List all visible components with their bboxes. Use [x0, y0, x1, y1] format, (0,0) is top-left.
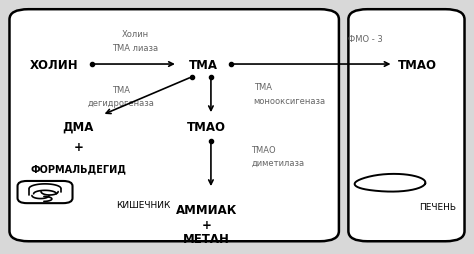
FancyBboxPatch shape: [348, 10, 465, 241]
Text: диметилаза: диметилаза: [251, 158, 304, 167]
Text: +: +: [201, 218, 211, 231]
Text: дегидрогеназа: дегидрогеназа: [87, 98, 155, 107]
Text: ТМАО: ТМАО: [251, 145, 276, 154]
Text: ТМА: ТМА: [112, 86, 130, 95]
Text: ТМАО: ТМАО: [187, 121, 226, 133]
Text: ДМА: ДМА: [63, 121, 94, 133]
Text: МЕТАН: МЕТАН: [183, 232, 229, 245]
Text: ТМА: ТМА: [189, 58, 219, 71]
Text: ТМАО: ТМАО: [398, 58, 437, 71]
Text: ХОЛИН: ХОЛИН: [30, 58, 79, 71]
Text: КИШЕЧНИК: КИШЕЧНИК: [116, 200, 171, 209]
FancyBboxPatch shape: [9, 10, 339, 241]
Text: ПЕЧЕНЬ: ПЕЧЕНЬ: [419, 202, 456, 212]
Text: ФОРМАЛЬДЕГИД: ФОРМАЛЬДЕГИД: [30, 164, 126, 174]
Text: Холин: Холин: [121, 30, 149, 39]
Text: ТМА лиаза: ТМА лиаза: [112, 44, 158, 53]
Text: ТМА: ТМА: [254, 83, 272, 92]
Text: АММИАК: АММИАК: [175, 203, 237, 216]
Text: монооксигеназа: монооксигеназа: [254, 97, 326, 106]
Polygon shape: [355, 174, 425, 192]
Text: +: +: [73, 141, 83, 154]
Text: ФМО - 3: ФМО - 3: [347, 35, 383, 44]
FancyBboxPatch shape: [18, 181, 73, 203]
